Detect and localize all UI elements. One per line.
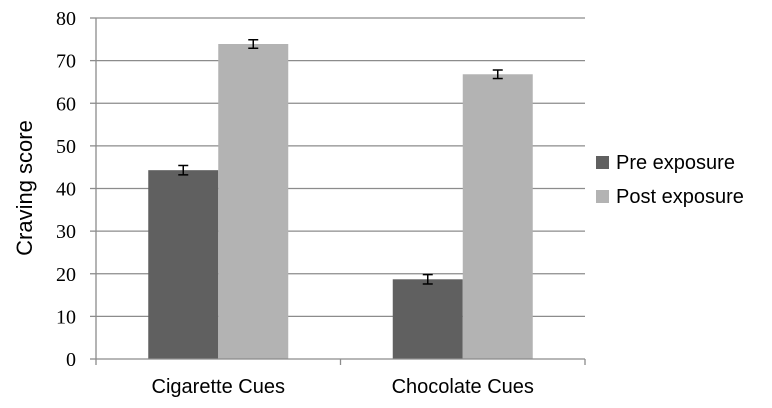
y-tick-label: 70 [56,51,76,73]
legend: Pre exposure Post exposure [596,152,744,208]
x-category-label: Cigarette Cues [152,376,285,398]
y-tick-label: 30 [56,221,76,243]
y-tick-label: 60 [56,93,76,115]
legend-item: Pre exposure [596,152,735,174]
y-tick-labels: 0 10 20 30 40 50 60 70 80 [56,8,76,371]
legend-item: Post exposure [596,186,744,208]
y-tick-label: 50 [56,136,76,158]
bar-post-chocolate [462,74,533,359]
bar-pre-chocolate [392,279,463,359]
error-bar [492,69,503,80]
legend-swatch [596,156,609,169]
error-bar [248,38,259,50]
y-tick-label: 0 [66,349,76,371]
error-bar [178,164,189,176]
y-tick-label: 10 [56,306,76,328]
y-axis-title: Craving score [12,120,37,256]
error-bar [422,273,433,285]
legend-swatch [596,190,609,203]
x-category-labels: Cigarette Cues Chocolate Cues [152,376,534,398]
bar-post-cigarette [218,44,289,359]
x-category-label: Chocolate Cues [392,376,534,398]
error-bars [178,38,503,285]
y-tick-label: 40 [56,179,76,201]
legend-label: Post exposure [616,186,744,208]
y-tick-label: 20 [56,264,76,286]
bar-pre-cigarette [148,170,219,359]
axes [90,17,586,365]
y-tick-label: 80 [56,8,76,30]
legend-label: Pre exposure [616,152,735,174]
bars [148,44,533,359]
